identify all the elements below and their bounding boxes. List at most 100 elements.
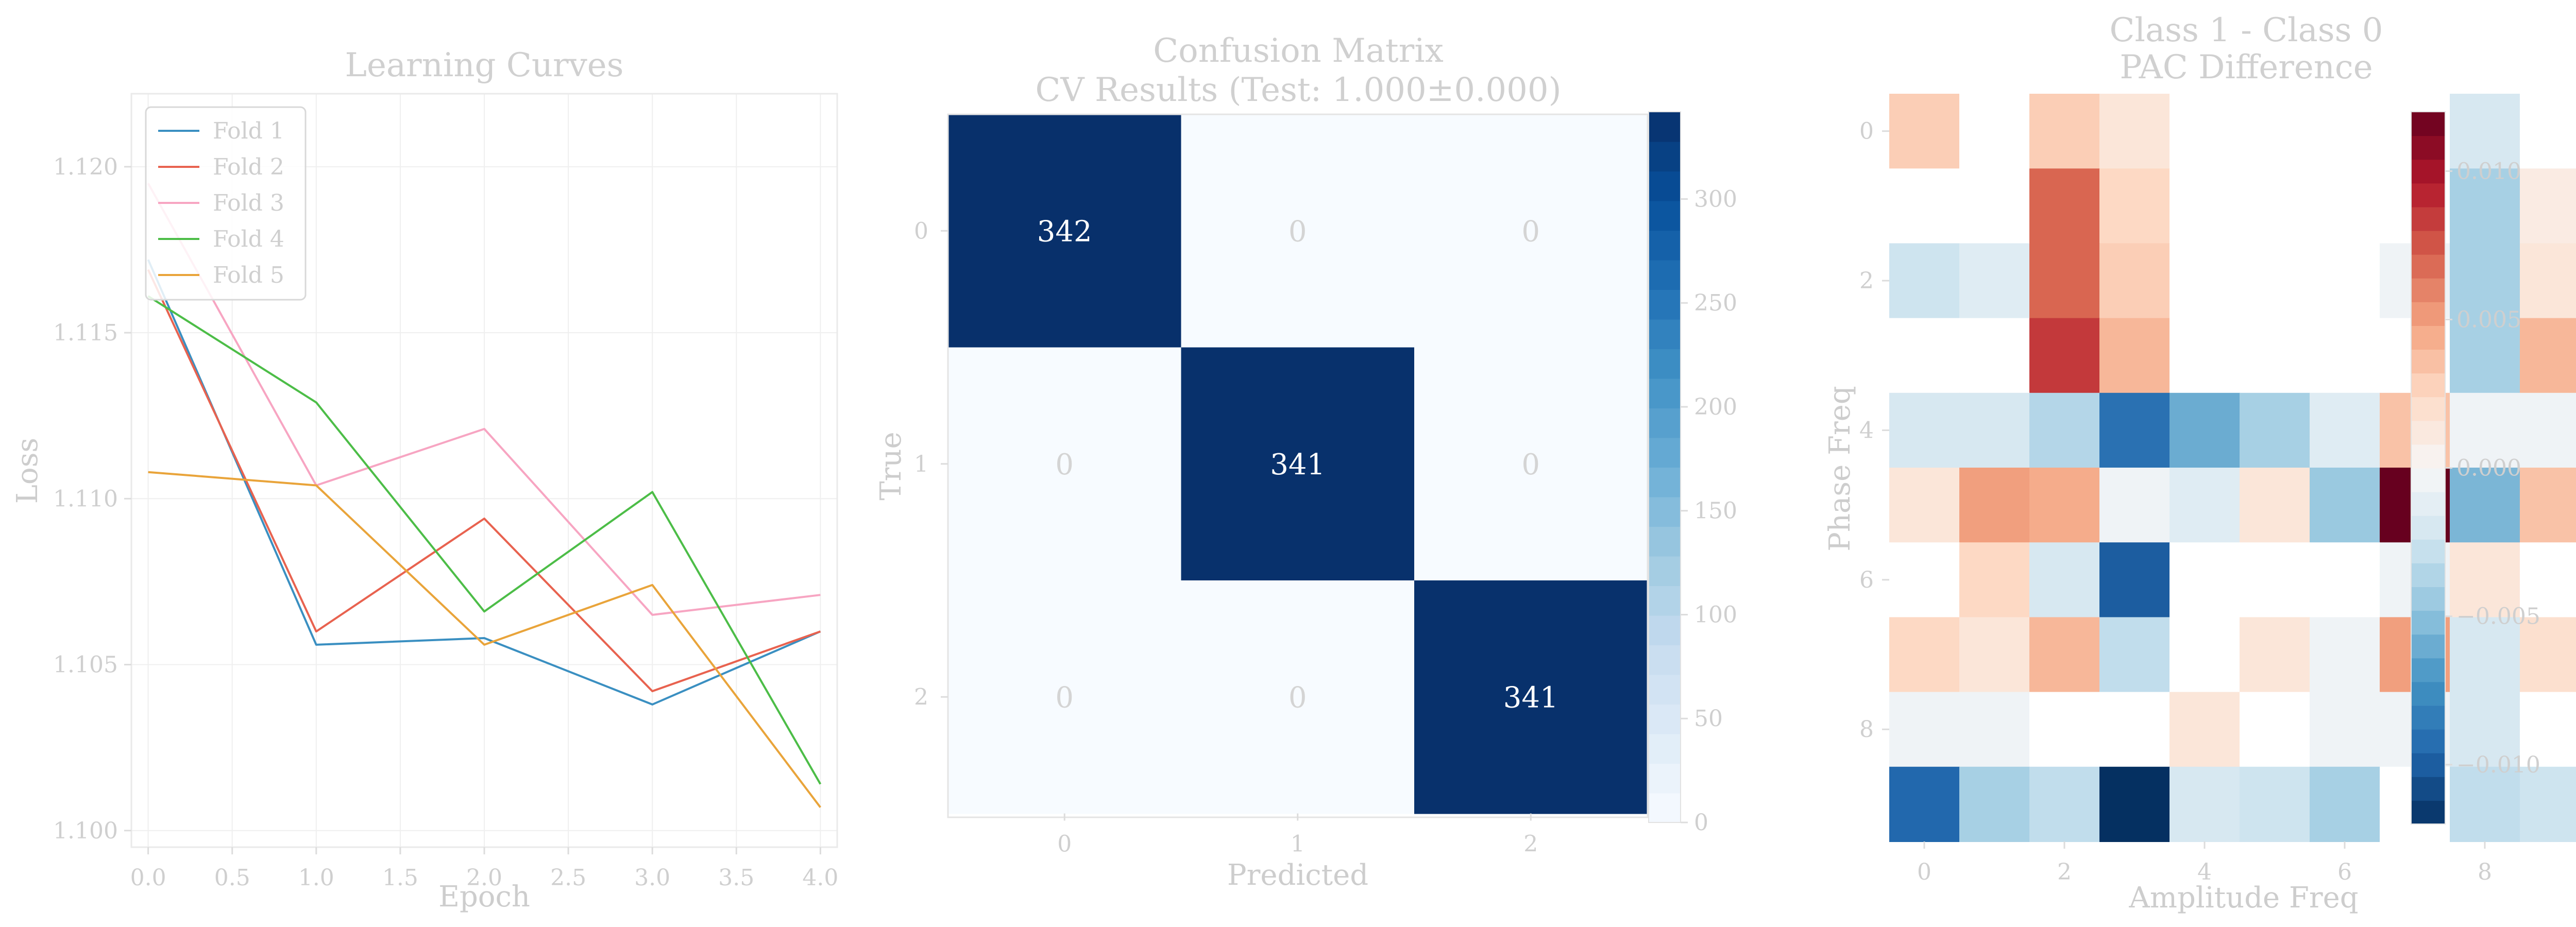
colorbar-step — [2411, 658, 2445, 682]
y-tick-label: 2 — [914, 684, 928, 710]
cell — [2029, 243, 2100, 319]
learning-curves-legend: Fold 1 Fold 2 Fold 3 Fold 4 Fold 5 — [145, 106, 307, 301]
learning-curves-ticks: 0.0 0.5 1.0 1.5 2.0 2.5 3.0 3.5 4.0 1.100 1.105 1.1… — [53, 154, 838, 891]
cell — [1889, 243, 1960, 319]
cell — [2170, 318, 2240, 393]
cell — [2520, 318, 2576, 393]
colorbar-tick-label: 0 — [1694, 810, 1708, 836]
cell — [2170, 692, 2240, 767]
colorbar-tick-label: 0.000 — [2456, 455, 2521, 482]
cell — [2240, 468, 2310, 543]
colorbar-tick-label: 300 — [1694, 186, 1737, 212]
cell — [1959, 766, 2030, 842]
cell — [1889, 468, 1960, 543]
pac-title-line2: PAC Difference — [2120, 48, 2372, 87]
legend-box — [145, 106, 307, 301]
colorbar-step — [2411, 681, 2445, 706]
x-tick-label: 4 — [2197, 859, 2212, 885]
colorbar-step — [1649, 704, 1681, 734]
cell — [2099, 168, 2170, 244]
colorbar-step — [2411, 373, 2445, 398]
colorbar-step — [2411, 729, 2445, 753]
learning-curves-grid — [131, 94, 837, 847]
y-tick-label: 4 — [1859, 417, 1874, 443]
cell — [1889, 617, 1960, 693]
cell — [2240, 692, 2310, 767]
y-tick-label: 8 — [1859, 716, 1874, 743]
cell — [2099, 392, 2170, 468]
cell — [2029, 692, 2100, 767]
cell — [2029, 94, 2100, 169]
x-tick-label: 0.5 — [214, 865, 250, 891]
colorbar-step — [2411, 230, 2445, 255]
colorbar-step — [2411, 278, 2445, 302]
cell — [2310, 468, 2380, 543]
colorbar-step — [1649, 319, 1681, 349]
cell — [2450, 692, 2520, 767]
pac-ylabel: Phase Freq — [1823, 386, 1857, 551]
cell — [2099, 766, 2170, 842]
cell — [2450, 766, 2520, 842]
confusion-matrix-ylabel: True — [874, 432, 908, 500]
cell — [2170, 468, 2240, 543]
cell — [2170, 94, 2240, 169]
y-tick-label: 0 — [1859, 118, 1874, 145]
colorbar-tick-label: 0.010 — [2456, 158, 2521, 184]
colorbar-step — [1649, 586, 1681, 616]
y-tick-label: 1.105 — [53, 652, 118, 678]
cell — [2240, 168, 2310, 244]
cell — [2520, 766, 2576, 842]
colorbar-tick-label: 150 — [1694, 498, 1737, 524]
cell — [1889, 94, 1960, 169]
cell — [2240, 318, 2310, 393]
pac-title-line1: Class 1 - Class 0 — [2110, 11, 2383, 49]
legend-entry: Fold 5 — [213, 262, 284, 288]
cell — [1414, 114, 1648, 348]
colorbar-step — [1649, 408, 1681, 438]
confusion-matrix-title-line1: Confusion Matrix — [1153, 32, 1444, 70]
x-tick-label: 4.0 — [802, 865, 838, 891]
cell — [2450, 392, 2520, 468]
legend-entry: Fold 4 — [213, 226, 284, 252]
cell — [2240, 542, 2310, 618]
colorbar-tick-label: 0.005 — [2456, 306, 2521, 333]
colorbar-tick-label: −0.005 — [2456, 604, 2540, 630]
colorbar-step — [2411, 325, 2445, 350]
cell — [2520, 243, 2576, 319]
colorbar-step — [2411, 397, 2445, 421]
cell-value: 0 — [1521, 215, 1540, 248]
x-tick-label: 2.0 — [466, 865, 502, 891]
cell — [2170, 243, 2240, 319]
colorbar-step — [1649, 378, 1681, 408]
cell — [2170, 168, 2240, 244]
x-tick-label: 0 — [1917, 859, 1931, 885]
cell — [2310, 318, 2380, 393]
cell — [2310, 766, 2380, 842]
colorbar-step — [2411, 705, 2445, 730]
cell — [2099, 542, 2170, 618]
colorbar-step — [1649, 645, 1681, 675]
cell — [948, 347, 1182, 581]
y-tick-label: 6 — [1859, 567, 1874, 593]
colorbar-step — [2411, 491, 2445, 516]
learning-curves-ylabel: Loss — [11, 438, 44, 504]
cell — [2450, 468, 2520, 543]
pac-colorbar: 0.010 0.005 0.000 −0.005 −0.010 — [2411, 111, 2540, 825]
colorbar-step — [2411, 301, 2445, 326]
x-tick-label: 8 — [2478, 859, 2492, 885]
cell — [2029, 766, 2100, 842]
y-tick-label: 1.100 — [53, 818, 118, 844]
colorbar-step — [2411, 752, 2445, 777]
cell-value: 341 — [1270, 448, 1325, 482]
colorbar-step — [2411, 610, 2445, 635]
legend-entry: Fold 2 — [213, 154, 284, 180]
cell — [2170, 617, 2240, 693]
confusion-matrix-title-line2: CV Results (Test: 1.000±0.000) — [1035, 71, 1561, 109]
colorbar-step — [2411, 444, 2445, 469]
y-tick-label: 2 — [1859, 268, 1874, 294]
cell — [1959, 94, 2030, 169]
cell — [2240, 392, 2310, 468]
colorbar-step — [2411, 254, 2445, 279]
colorbar-step — [1649, 526, 1681, 557]
